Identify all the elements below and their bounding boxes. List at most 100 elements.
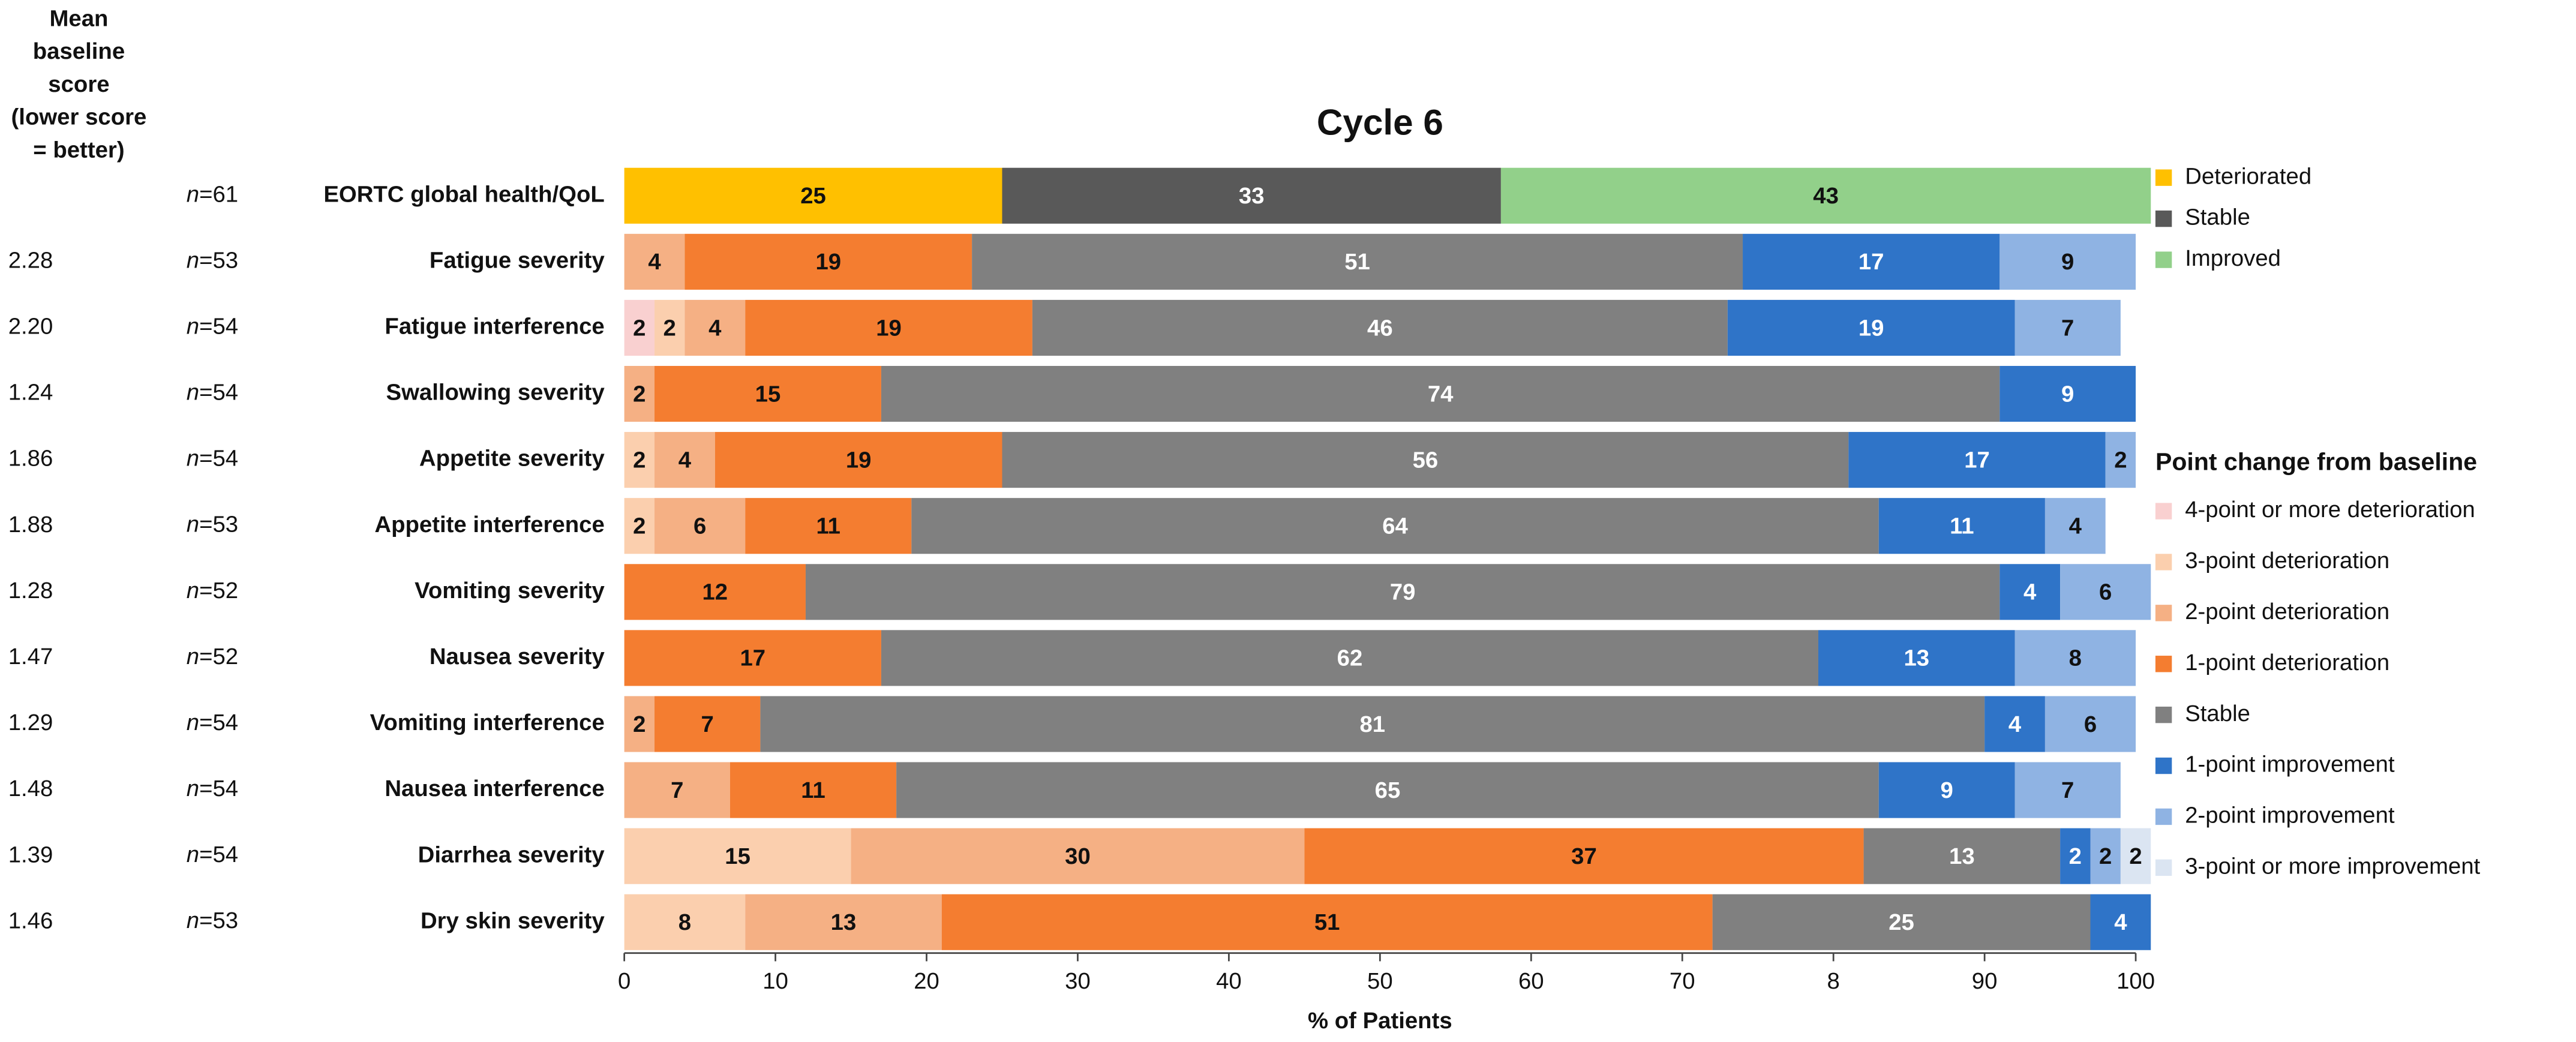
value-label: 17 [1859, 249, 1884, 275]
bar-segment [714, 432, 1002, 488]
category-label: Dry skin severity [421, 908, 605, 933]
x-tick-label: 30 [1065, 968, 1091, 994]
legend-label: 2-point improvement [2185, 803, 2395, 828]
bar-segment [624, 299, 655, 356]
chart-title: Cycle 6 [1317, 101, 1443, 142]
legend-label: Stable [2185, 701, 2250, 726]
mean-header: = better) [33, 137, 124, 163]
legend-label: Stable [2185, 205, 2250, 230]
bar-segment [1743, 233, 2000, 290]
bar-segment [654, 432, 715, 488]
bar-segment [624, 696, 655, 752]
value-label: 43 [1813, 183, 1839, 209]
bar-segment [1002, 167, 1501, 224]
legend-title: Point change from baseline [2155, 448, 2477, 475]
bar-segment [2060, 828, 2091, 884]
mean-score: 1.86 [8, 446, 53, 472]
bar-segment [654, 696, 761, 752]
value-label: 25 [800, 183, 826, 209]
bar-segment [1999, 233, 2136, 290]
bar-segment [1818, 630, 2015, 686]
mean-score: 1.47 [8, 644, 53, 669]
x-tick-label: 70 [1670, 968, 1695, 994]
bar-segment [1984, 696, 2045, 752]
bar-segment [624, 564, 806, 620]
value-label: 19 [1859, 315, 1884, 341]
bar-segment [1863, 828, 2061, 884]
bar-segment [851, 828, 1305, 884]
bar-segment [941, 894, 1713, 950]
bar-segment [2090, 894, 2151, 950]
value-label: 2 [633, 315, 645, 341]
legend-label: 3-point deterioration [2185, 548, 2389, 573]
value-label: 65 [1375, 777, 1401, 803]
bar-segment [1712, 894, 2091, 950]
value-label: 7 [2061, 315, 2074, 341]
n-label: n=61 [187, 181, 238, 207]
value-label: 6 [2084, 711, 2097, 737]
legend-swatch [2155, 757, 2172, 774]
mean-score: 1.48 [8, 776, 53, 801]
legend-swatch [2155, 808, 2172, 825]
category-label: Fatigue interference [385, 314, 604, 340]
bar-segment [896, 762, 1879, 818]
n-label: n=54 [187, 314, 238, 340]
legend-label: 1-point improvement [2185, 752, 2395, 777]
value-label: 4 [648, 249, 661, 275]
value-label: 2 [633, 447, 645, 473]
bar-segment [2090, 828, 2121, 884]
mean-score: 1.39 [8, 842, 53, 867]
bar-segment [624, 630, 881, 686]
value-label: 15 [725, 843, 750, 869]
value-label: 6 [2099, 579, 2112, 605]
value-label: 2 [633, 514, 645, 539]
bar-segment [881, 630, 1818, 686]
legend-swatch [2155, 503, 2172, 520]
legend-swatch [2155, 656, 2172, 672]
bar-segment [2044, 498, 2106, 554]
legend-label: 4-point or more deterioration [2185, 497, 2475, 522]
bar-segment [972, 233, 1743, 290]
value-label: 4 [678, 447, 692, 473]
bar-segment [624, 432, 655, 488]
bar-segment [2120, 828, 2151, 884]
mean-score: 2.28 [8, 247, 53, 273]
bar-segment [684, 233, 972, 290]
bar-segment [911, 498, 1879, 554]
bar-segment [654, 498, 746, 554]
bar-segment [805, 564, 2000, 620]
value-label: 6 [693, 514, 706, 539]
value-label: 62 [1337, 645, 1363, 671]
bar-segment [2014, 630, 2136, 686]
value-label: 12 [702, 579, 728, 605]
bar-segment [1500, 167, 2151, 224]
value-label: 46 [1367, 315, 1393, 341]
value-label: 2 [633, 711, 645, 737]
bar-segment [729, 762, 897, 818]
mean-score: 1.29 [8, 710, 53, 735]
mean-header: score [48, 71, 109, 97]
value-label: 9 [1940, 777, 1953, 803]
value-label: 11 [1950, 514, 1974, 539]
value-label: 11 [816, 514, 840, 539]
value-label: 13 [1949, 843, 1975, 869]
value-label: 81 [1359, 711, 1385, 737]
bar-segment [1727, 299, 2015, 356]
value-label: 8 [678, 909, 691, 935]
value-label: 13 [831, 909, 857, 935]
value-label: 4 [2008, 711, 2022, 737]
n-label: n=54 [187, 710, 238, 735]
x-tick-label: 20 [914, 968, 939, 994]
n-label: n=52 [187, 578, 238, 603]
n-label: n=53 [187, 247, 238, 273]
bar-segment [1304, 828, 1864, 884]
bar-segment [881, 365, 2000, 422]
n-label: n=54 [187, 776, 238, 801]
n-label: n=52 [187, 644, 238, 669]
bar-segment [2060, 564, 2151, 620]
value-label: 19 [876, 315, 902, 341]
value-label: 2 [2129, 843, 2142, 869]
x-tick-label: 100 [2116, 968, 2155, 994]
value-label: 17 [740, 645, 765, 671]
